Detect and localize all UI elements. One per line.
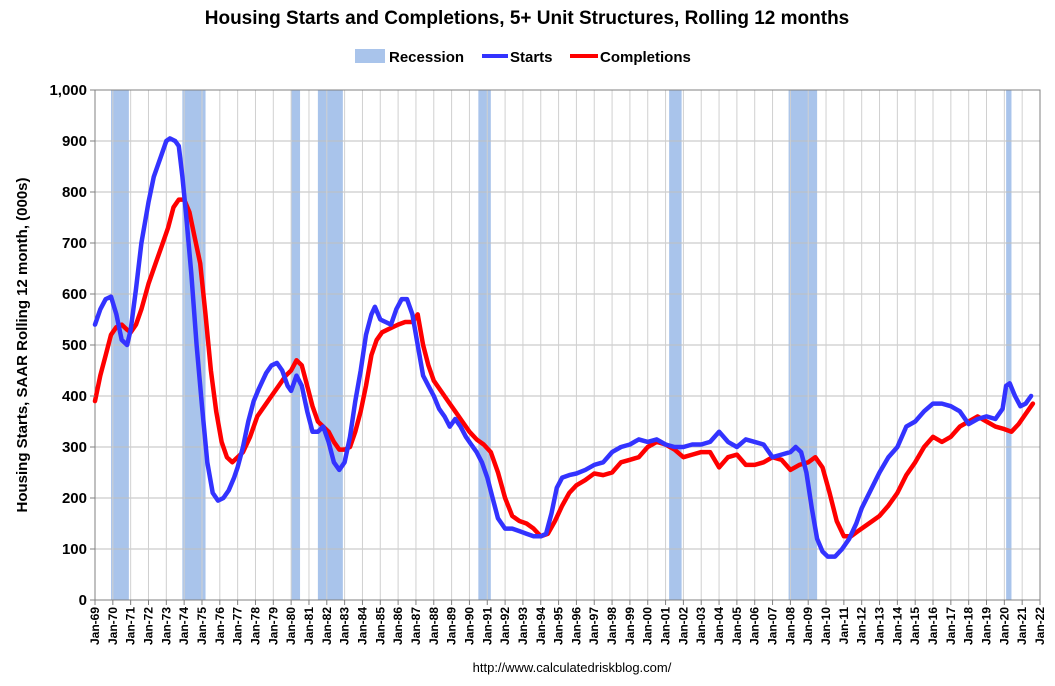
x-tick-label-31: Jan-00 bbox=[641, 607, 655, 645]
x-tick-label-53: Jan-22 bbox=[1033, 607, 1047, 645]
y-tick-label-9: 900 bbox=[62, 133, 87, 150]
x-tick-label-46: Jan-15 bbox=[908, 607, 922, 645]
x-tick-label-9: Jan-78 bbox=[249, 607, 263, 645]
x-tick-label-32: Jan-01 bbox=[659, 607, 673, 645]
x-tick-label-48: Jan-17 bbox=[944, 607, 958, 645]
y-tick-label-3: 300 bbox=[62, 439, 87, 456]
y-axis-label: Housing Starts, SAAR Rolling 12 month, (… bbox=[14, 177, 31, 512]
x-tick-label-52: Jan-21 bbox=[1015, 607, 1029, 645]
y-tick-label-6: 600 bbox=[62, 286, 87, 303]
x-tick-label-5: Jan-74 bbox=[177, 607, 191, 645]
x-tick-label-51: Jan-20 bbox=[997, 607, 1011, 645]
y-tick-label-8: 800 bbox=[62, 184, 87, 201]
y-tick-label-7: 700 bbox=[62, 235, 87, 252]
y-axis-ticks: 0 100 200 300 400 500 600 700 800 900 1,000 bbox=[49, 82, 95, 609]
x-tick-label-24: Jan-93 bbox=[516, 607, 530, 645]
x-tick-label-2: Jan-71 bbox=[124, 607, 138, 645]
x-tick-label-27: Jan-96 bbox=[569, 607, 583, 645]
x-tick-label-10: Jan-79 bbox=[266, 607, 280, 645]
x-tick-label-8: Jan-77 bbox=[231, 607, 245, 645]
y-tick-label-2: 200 bbox=[62, 490, 87, 507]
x-tick-label-35: Jan-04 bbox=[712, 607, 726, 645]
x-tick-label-41: Jan-10 bbox=[819, 607, 833, 645]
y-tick-label-4: 400 bbox=[62, 388, 87, 405]
gridlines bbox=[94, 89, 1041, 601]
x-tick-label-45: Jan-14 bbox=[890, 607, 904, 645]
x-tick-label-29: Jan-98 bbox=[605, 607, 619, 645]
x-tick-label-15: Jan-84 bbox=[356, 607, 370, 645]
x-tick-label-47: Jan-16 bbox=[926, 607, 940, 645]
x-tick-label-25: Jan-94 bbox=[534, 607, 548, 645]
series-completions bbox=[92, 197, 1036, 539]
series bbox=[92, 136, 1036, 559]
x-tick-label-4: Jan-73 bbox=[159, 607, 173, 645]
x-tick-label-34: Jan-03 bbox=[694, 607, 708, 645]
x-tick-label-49: Jan-18 bbox=[962, 607, 976, 645]
x-tick-label-50: Jan-19 bbox=[980, 607, 994, 645]
x-tick-label-18: Jan-87 bbox=[409, 607, 423, 645]
y-tick-label-10: 1,000 bbox=[49, 82, 87, 99]
x-tick-label-30: Jan-99 bbox=[623, 607, 637, 645]
x-tick-label-40: Jan-09 bbox=[801, 607, 815, 645]
x-tick-label-39: Jan-08 bbox=[783, 607, 797, 645]
chart-title: Housing Starts and Completions, 5+ Unit … bbox=[205, 8, 850, 29]
x-tick-label-23: Jan-92 bbox=[498, 607, 512, 645]
x-tick-label-11: Jan-80 bbox=[284, 607, 298, 645]
x-tick-label-17: Jan-86 bbox=[391, 607, 405, 645]
x-tick-label-19: Jan-88 bbox=[427, 607, 441, 645]
x-tick-label-28: Jan-97 bbox=[587, 607, 601, 645]
x-tick-label-21: Jan-90 bbox=[462, 607, 476, 645]
x-tick-label-1: Jan-70 bbox=[106, 607, 120, 645]
x-tick-label-6: Jan-75 bbox=[195, 607, 209, 645]
y-tick-label-5: 500 bbox=[62, 337, 87, 354]
series-starts bbox=[92, 136, 1034, 559]
x-tick-label-44: Jan-13 bbox=[873, 607, 887, 645]
legend-starts-label: Starts bbox=[510, 49, 553, 66]
y-tick-label-1: 100 bbox=[62, 541, 87, 558]
x-tick-label-26: Jan-95 bbox=[552, 607, 566, 645]
x-tick-label-12: Jan-81 bbox=[302, 607, 316, 645]
x-tick-label-14: Jan-83 bbox=[338, 607, 352, 645]
x-tick-label-13: Jan-82 bbox=[320, 607, 334, 645]
legend-recession-swatch bbox=[355, 49, 385, 63]
legend: Recession Starts Completions bbox=[355, 49, 691, 66]
x-tick-label-7: Jan-76 bbox=[213, 607, 227, 645]
x-tick-label-3: Jan-72 bbox=[142, 607, 156, 645]
source-url: http://www.calculatedriskblog.com/ bbox=[473, 660, 672, 675]
x-tick-label-16: Jan-85 bbox=[373, 607, 387, 645]
legend-recession-label: Recession bbox=[389, 49, 464, 66]
x-tick-label-38: Jan-07 bbox=[766, 607, 780, 645]
x-tick-label-42: Jan-11 bbox=[837, 607, 851, 645]
x-tick-label-33: Jan-02 bbox=[676, 607, 690, 645]
x-tick-label-20: Jan-89 bbox=[445, 607, 459, 645]
x-axis-ticks: Jan-69 Jan-70 Jan-71 Jan-72 Jan-73 Jan-74 Jan-… bbox=[88, 600, 1047, 645]
x-tick-label-43: Jan-12 bbox=[855, 607, 869, 645]
legend-completions-label: Completions bbox=[600, 49, 691, 66]
y-tick-label-0: 0 bbox=[79, 592, 87, 609]
x-tick-label-36: Jan-05 bbox=[730, 607, 744, 645]
x-tick-label-22: Jan-91 bbox=[480, 607, 494, 645]
x-tick-label-0: Jan-69 bbox=[88, 607, 102, 645]
x-tick-label-37: Jan-06 bbox=[748, 607, 762, 645]
